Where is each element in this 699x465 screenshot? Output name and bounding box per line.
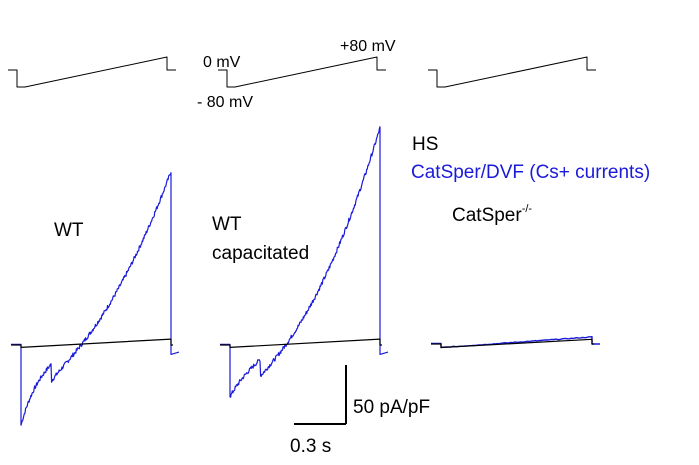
dvf-trace-panel-1 — [11, 172, 180, 426]
scale-bar-x-label: 0.3 s — [290, 436, 331, 457]
legend-dvf: CatSper/DVF (Cs+ currents) — [411, 162, 650, 183]
panel-3-label: CatSper-/- — [452, 203, 532, 226]
label-holding: 0 mV — [203, 54, 241, 71]
dvf-trace-panel-3 — [431, 336, 600, 349]
hs-trace-panel-2 — [220, 338, 382, 348]
protocol-trace-2 — [218, 56, 386, 88]
panel-3-label-sup: -/- — [522, 203, 533, 215]
panel-2-label: WT — [212, 214, 242, 235]
panel-3-label-main: CatSper — [452, 205, 522, 226]
legend-hs: HS — [412, 134, 438, 155]
scale-bar-y-label: 50 pA/pF — [353, 397, 430, 418]
protocol-trace-3 — [428, 56, 596, 88]
hs-trace-panel-1 — [11, 338, 173, 348]
current-traces — [11, 126, 600, 426]
label-ramp-start: - 80 mV — [197, 94, 253, 111]
label-ramp-end: +80 mV — [340, 38, 396, 55]
panel-1-label: WT — [54, 220, 84, 241]
scale-bar: 50 pA/pF 0.3 s — [290, 365, 430, 457]
voltage-protocols — [8, 56, 596, 88]
hs-trace-panel-3 — [431, 338, 594, 349]
dvf-trace-panel-2 — [220, 126, 389, 398]
protocol-trace-1 — [8, 56, 176, 88]
panel-2-sublabel: capacitated — [212, 243, 309, 264]
